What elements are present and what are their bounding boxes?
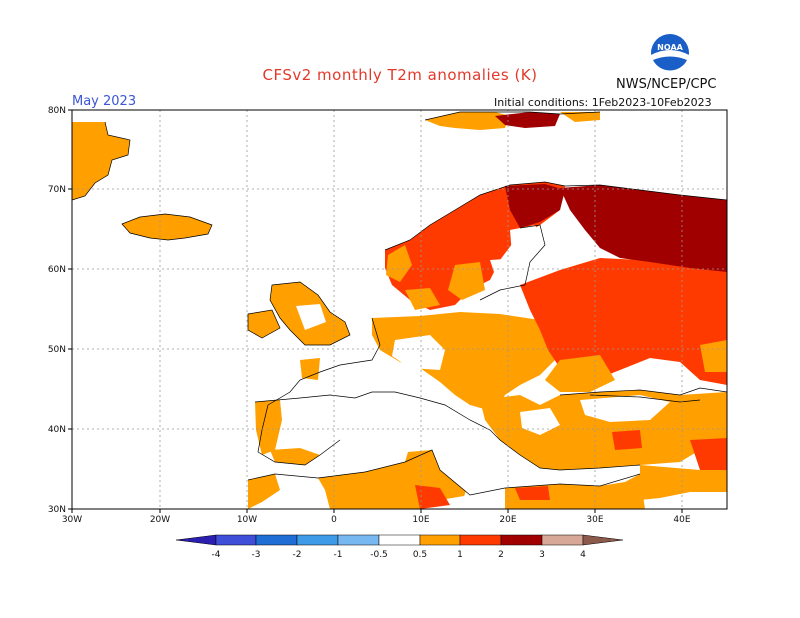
region-svalbard-red (495, 112, 560, 128)
region-ireland (248, 310, 280, 338)
region-greenland (72, 122, 130, 200)
colorbar-label: -3 (252, 550, 261, 560)
map-frame (71, 109, 728, 510)
region-gb-white (296, 304, 326, 330)
chart-title: CFSv2 monthly T2m anomalies (K) (262, 66, 538, 84)
colorbar-swatch-lt-4 (175, 534, 217, 546)
region-kola-dark (600, 190, 700, 225)
region-finland-white (510, 225, 545, 262)
region-egypt-red (515, 486, 550, 500)
colorbar-swatch-1-2 (459, 534, 502, 546)
region-baltic-white (490, 258, 525, 290)
region-ceurope (372, 312, 560, 412)
region-franz (560, 112, 600, 122)
region-ukraine-orange (545, 355, 615, 392)
region-mideast-red (690, 438, 727, 470)
lon-ticks (71, 509, 683, 513)
colorbar-label: -2 (293, 550, 302, 560)
colorbar-label: 3 (539, 550, 545, 560)
region-france-sw (300, 358, 320, 380)
region-denmark-orange (405, 288, 440, 310)
region-russia-dark (560, 185, 727, 272)
lat-label-70n: 70N (48, 185, 66, 195)
region-nafrica-e (505, 474, 645, 509)
colorbar-label: 1 (457, 550, 463, 560)
colorbar-swatch-m2-m1 (296, 534, 339, 546)
lon-label-20e: 20E (499, 515, 516, 525)
colorbar-swatch-m1-m05 (337, 534, 380, 546)
region-norway-west-orange (386, 245, 412, 282)
region-svalbard (425, 112, 510, 130)
lat-label-40n: 40N (48, 425, 66, 435)
lon-label-30w: 30W (62, 515, 82, 525)
region-libya-red (415, 485, 450, 509)
region-iberia-s (270, 448, 320, 465)
region-turkey-red (612, 430, 642, 450)
region-nafrica-w (248, 474, 280, 509)
region-iberia-w (255, 400, 282, 455)
colorbar-label: -4 (212, 550, 221, 560)
lat-ticks (68, 109, 72, 510)
region-iceland (122, 214, 212, 240)
colorbar-label: -0.5 (370, 550, 388, 560)
initial-conditions: Initial conditions: 1Feb2023-10Feb2023 (494, 96, 712, 109)
lon-label-20w: 20W (150, 515, 170, 525)
region-nafrica-white (460, 478, 505, 509)
colorbar-label: 4 (580, 550, 586, 560)
region-turkey-white (580, 395, 670, 422)
colorbar-swatch-m3-m2 (255, 534, 298, 546)
colorbar-swatch-gt-4 (582, 534, 624, 546)
region-greece-white (520, 408, 560, 435)
region-mideast (640, 465, 727, 500)
agency-label: NWS/NCEP/CPC (616, 77, 717, 92)
colorbar-swatch-2-3 (500, 534, 543, 546)
region-russia-red (520, 258, 727, 385)
noaa-logo: NOAA (651, 34, 689, 73)
coastlines (72, 111, 727, 496)
logo-text: NOAA (657, 43, 683, 52)
forecast-month: May 2023 (72, 94, 137, 109)
colorbar-label: -1 (334, 550, 343, 560)
region-russia-orange-e (700, 340, 727, 372)
lon-label-40e: 40E (673, 515, 690, 525)
colorbar-swatch-neutral (378, 534, 421, 546)
lon-label-10w: 10W (237, 515, 257, 525)
lat-label-30n: 30N (48, 505, 66, 515)
region-nafrica-c (318, 450, 470, 509)
anomaly-field (72, 112, 727, 509)
colorbar (175, 534, 624, 546)
colorbar-swatch-3-4 (541, 534, 584, 546)
colorbar-label: 2 (498, 550, 504, 560)
lon-label-30e: 30E (586, 515, 603, 525)
region-ceurope-white (392, 335, 445, 370)
lon-label-10e: 10E (412, 515, 429, 525)
region-lapland-dark (505, 184, 565, 228)
lon-label-0: 0 (331, 515, 337, 525)
colorbar-label: 0.5 (413, 550, 427, 560)
graticule (72, 110, 727, 509)
lat-label-50n: 50N (48, 345, 66, 355)
colorbar-swatch-05-1 (419, 534, 461, 546)
lat-label-80n: 80N (48, 106, 66, 116)
colorbar-swatch-m4-m3 (215, 534, 257, 546)
lat-label-60n: 60N (48, 265, 66, 275)
region-sweden-orange (448, 262, 485, 300)
